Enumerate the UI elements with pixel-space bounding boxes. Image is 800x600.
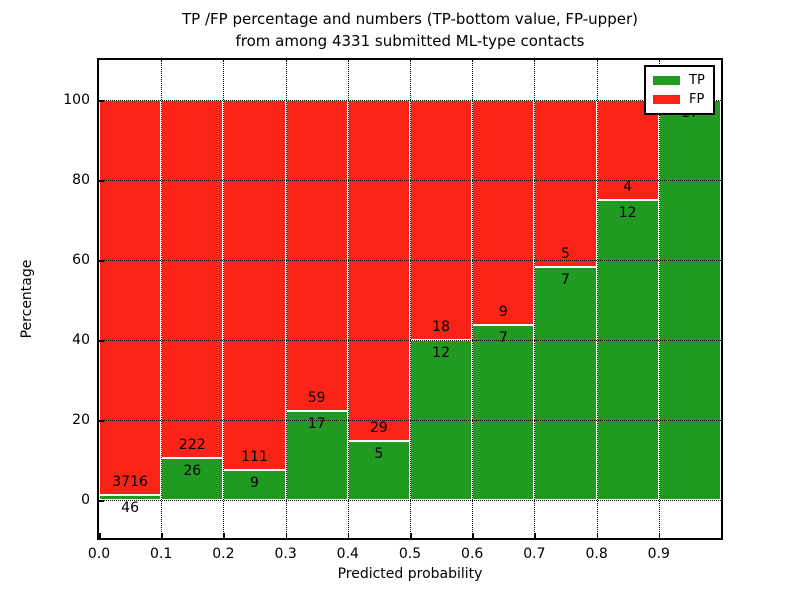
bar-count-label-tp: 7 xyxy=(498,330,508,346)
grid-line-horizontal xyxy=(99,420,721,421)
bar-segment-fp xyxy=(410,100,473,340)
bar-segment-fp xyxy=(596,100,659,200)
x-tick-mark xyxy=(223,533,225,538)
x-tick-label: 0.0 xyxy=(87,546,111,562)
y-tick-label: 20 xyxy=(72,412,90,428)
x-tick-label: 0.7 xyxy=(523,546,546,562)
legend-label-fp: FP xyxy=(689,92,705,107)
bar-count-label-fp: 4 xyxy=(623,179,633,195)
grid-line-horizontal xyxy=(99,100,721,101)
y-tick-mark xyxy=(99,340,104,342)
bar-segment-tp xyxy=(472,325,535,500)
y-tick-mark xyxy=(99,100,104,102)
bar-count-label-fp: 5 xyxy=(561,245,570,262)
grid-line-vertical xyxy=(285,60,287,538)
x-axis-label: Predicted probability xyxy=(337,566,483,582)
bar-segment-fp xyxy=(223,100,286,470)
bar-count-label-tp: 12 xyxy=(618,205,637,221)
legend: TP FP xyxy=(644,65,715,115)
y-tick-label: 0 xyxy=(81,492,90,508)
x-tick-label: 0.2 xyxy=(212,546,235,562)
grid-line-horizontal xyxy=(99,500,721,501)
bar-count-label-tp: 26 xyxy=(183,463,202,480)
legend-item: TP xyxy=(653,71,705,90)
x-tick-mark xyxy=(99,533,101,538)
x-tick-mark xyxy=(410,533,412,538)
chart-title-line1: TP /FP percentage and numbers (TP-bottom… xyxy=(182,10,638,28)
grid-line-vertical xyxy=(534,60,536,538)
x-tick-label: 0.9 xyxy=(647,546,670,562)
y-tick-mark xyxy=(99,420,104,422)
bar-count-label-fp: 29 xyxy=(369,420,388,437)
legend-label-tp: TP xyxy=(689,73,705,88)
y-tick-mark xyxy=(99,180,104,182)
bar-segment-fp xyxy=(99,100,162,496)
y-tick-mark xyxy=(99,260,104,262)
bar-count-label-fp: 111 xyxy=(241,449,268,465)
x-tick-mark xyxy=(285,533,288,538)
x-tick-mark xyxy=(161,533,163,538)
bar-count-label-fp: 222 xyxy=(178,437,206,454)
x-tick-label: 0.1 xyxy=(150,546,173,562)
grid-line-vertical xyxy=(161,60,163,538)
x-tick-mark xyxy=(347,533,350,538)
grid-line-vertical xyxy=(472,60,474,538)
bar-segment-fp xyxy=(161,100,224,459)
y-tick-label: 60 xyxy=(72,252,90,268)
grid-line-vertical xyxy=(410,60,411,538)
legend-swatch-fp xyxy=(653,95,680,104)
bar-segment-tp xyxy=(99,495,162,500)
plot-area: 37164622226111959172951812975741217 xyxy=(97,58,723,540)
bar-segment-fp xyxy=(347,100,410,442)
grid-line-horizontal xyxy=(99,180,721,181)
x-tick-mark xyxy=(596,533,599,538)
x-tick-mark xyxy=(472,533,474,538)
y-tick-label: 40 xyxy=(72,332,90,348)
y-axis-label: Percentage xyxy=(19,259,35,339)
bar-count-label-tp: 9 xyxy=(250,475,259,491)
chart-title-line2: from among 4331 submitted ML-type contac… xyxy=(235,32,585,50)
bar-segment-tp xyxy=(534,266,597,500)
y-tick-label: 80 xyxy=(72,172,90,188)
bar-count-label-fp: 9 xyxy=(498,304,508,320)
x-tick-label: 0.6 xyxy=(461,546,484,562)
legend-swatch-tp xyxy=(653,76,680,85)
x-tick-label: 0.8 xyxy=(585,546,608,562)
bar-count-label-fp: 59 xyxy=(307,389,326,406)
x-tick-label: 0.4 xyxy=(336,546,359,562)
grid-line-horizontal xyxy=(99,260,721,261)
grid-line-vertical xyxy=(596,60,598,538)
bar-count-label-fp: 3716 xyxy=(112,474,148,491)
y-tick-mark xyxy=(99,500,104,502)
bar-count-label-tp: 5 xyxy=(374,446,384,463)
x-tick-mark xyxy=(534,533,536,538)
y-tick-label: 100 xyxy=(63,92,90,108)
bar-count-label-tp: 12 xyxy=(432,345,451,361)
bar-segment-tp xyxy=(658,100,721,500)
bar-segment-fp xyxy=(534,100,597,267)
bar-segment-tp xyxy=(161,458,224,500)
bar-segment-tp xyxy=(285,410,348,500)
chart-title: TP /FP percentage and numbers (TP-bottom… xyxy=(99,8,721,52)
bar-count-label-fp: 18 xyxy=(432,319,451,335)
bar-segment-tp xyxy=(347,441,410,500)
bar-count-label-tp: 7 xyxy=(561,271,570,288)
legend-item: FP xyxy=(653,90,705,109)
bar-segment-fp xyxy=(472,100,535,325)
bar-count-label-tp: 17 xyxy=(307,415,326,432)
grid-line-vertical xyxy=(658,60,660,538)
grid-line-vertical xyxy=(347,60,349,538)
bar-segment-tp xyxy=(596,200,659,500)
grid-line-horizontal xyxy=(99,340,721,341)
bar-segment-fp xyxy=(285,100,348,411)
bar-count-label-tp: 46 xyxy=(121,500,140,517)
x-tick-label: 0.5 xyxy=(398,546,422,562)
grid-line-vertical xyxy=(223,60,225,538)
x-tick-label: 0.3 xyxy=(274,546,297,562)
x-tick-mark xyxy=(658,533,661,538)
